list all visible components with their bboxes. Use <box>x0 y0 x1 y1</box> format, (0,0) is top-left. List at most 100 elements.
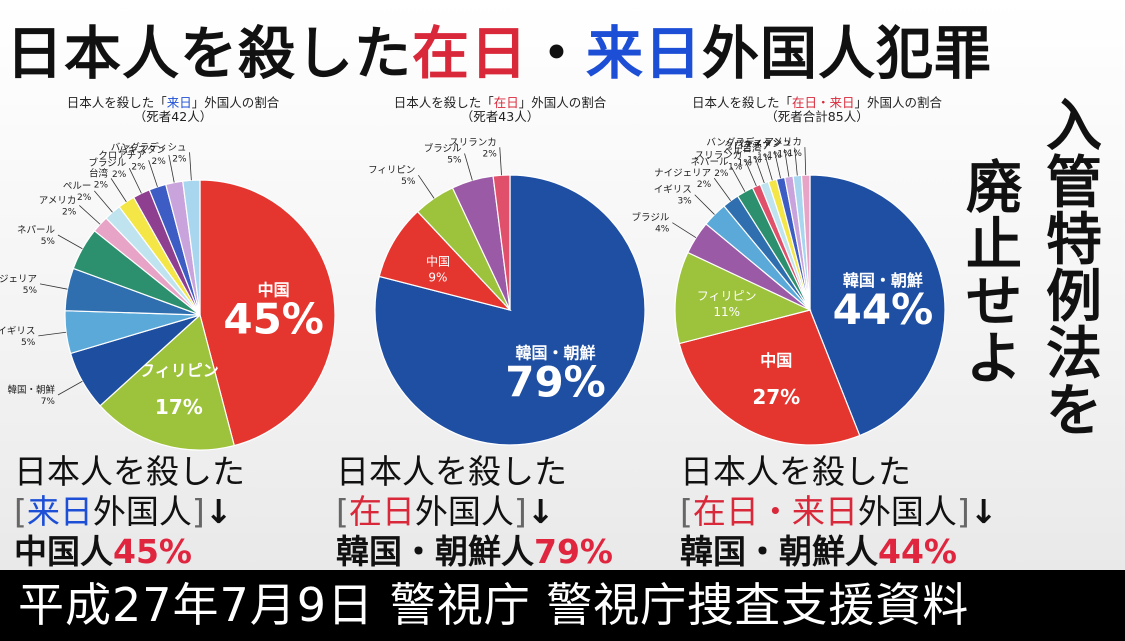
pie3-leader-line <box>784 148 790 177</box>
pie1-leader-line <box>79 205 101 225</box>
pie3-slice-value: 44% <box>833 285 934 334</box>
pie2-slice-label: スリランカ <box>449 137 497 148</box>
pie3-leader-line <box>804 147 807 176</box>
pie1-slice-value: 5% <box>23 286 38 296</box>
pie2-slice-label: フィリピン <box>368 165 415 176</box>
pie3-slice-value: 2% <box>697 180 712 190</box>
title-dot: ・ <box>528 21 586 87</box>
pie1-slice-label: イギリス <box>0 326 35 337</box>
pie1-slice-value: 45% <box>223 295 324 344</box>
pie3-slice-value: 3% <box>677 197 692 207</box>
caption-2: 日本人を殺した [在日外国人]↓ 韓国・朝鮮人79% <box>336 452 613 571</box>
pie3-leader-line <box>713 177 731 202</box>
caption-3: 日本人を殺した [在日・来日外国人]↓ 韓国・朝鮮人44% <box>680 452 998 571</box>
slogan-char: 特 <box>1046 208 1102 273</box>
slogan-char: せ <box>966 270 1022 335</box>
pie1-slice-label: ブラジル <box>88 157 126 169</box>
pie3-leader-line <box>744 160 757 187</box>
caption-1: 日本人を殺した [来日外国人]↓ 中国人45% <box>14 452 245 571</box>
pie1-slice-label: クロアチア <box>98 150 145 161</box>
pie3-slice-label: バングラディッシュ <box>706 137 791 149</box>
pie1-slice-value: 17% <box>155 395 203 419</box>
chart2-title: 日本人を殺した「在日」外国人の割合 （死者43人） <box>393 95 607 124</box>
slogan-char: 入 <box>1046 94 1102 159</box>
pie3-slice-0 <box>809 174 946 437</box>
pie3-slice-label: スリランカ <box>695 150 743 161</box>
pie3-slice-value: 1% <box>777 150 792 160</box>
pie1-slice-value: 2% <box>131 162 146 172</box>
slogan-char: 止 <box>966 213 1022 278</box>
chart2-subtitle: （死者43人） <box>460 109 540 124</box>
pie1-slice-value: 5% <box>21 338 36 348</box>
pie1-leader-line <box>110 178 127 203</box>
title-part1: 日本人を殺した <box>6 21 412 87</box>
pie1-leader-line <box>39 283 68 290</box>
pie3-slice-label: ネパール <box>690 157 729 168</box>
pie3-slice-value: 11% <box>713 305 740 319</box>
pie3-slice-label: クロアチア <box>724 141 771 152</box>
page-title: 日本人を殺した在日・来日外国人犯罪 <box>6 18 992 90</box>
pie3-slice-label: パキスタン <box>734 139 781 150</box>
pie1-leader-line <box>38 331 67 337</box>
pie3-slice-value: 1% <box>788 149 803 159</box>
pie1-slice-label: 韓国・朝鮮 <box>7 384 55 396</box>
slogan-char: を <box>1046 379 1102 444</box>
pie3-slice-value: 1% <box>747 155 762 165</box>
pie1-slice-value: 2% <box>62 207 77 217</box>
pie1-slice-value: 2% <box>94 180 109 190</box>
pie1-slice-label: ネパール <box>17 225 56 236</box>
pie1-slice-label: バングラディシュ <box>111 141 187 153</box>
pie3-leader-line <box>774 150 781 179</box>
pie3-slice-label: 台湾 <box>743 142 763 154</box>
pie3-leader-line <box>672 222 697 239</box>
pie1-leader-line <box>168 154 175 183</box>
pie1-slice-label: ペルー <box>63 181 92 192</box>
pie1-slice-label: フィリピン <box>139 361 219 380</box>
slogan-char: よ <box>966 327 1022 392</box>
pie2-slice-value: 2% <box>482 149 497 159</box>
pie1-leader-line <box>57 234 83 250</box>
pie3-leader-line <box>754 156 765 184</box>
pie1-leader-line <box>148 160 158 188</box>
pie3-slice-label: ペルー <box>723 147 752 158</box>
pie3-slice-label: ナイジェリア <box>654 168 711 179</box>
pie3-slice-2 <box>674 251 812 345</box>
pie3-leader-line <box>794 147 798 176</box>
pie3-leader-line <box>764 153 773 181</box>
pie3-slice-value: 27% <box>752 385 800 409</box>
pie1-slice-value: 2% <box>172 154 187 164</box>
pie3-slice-label: フィリピン <box>697 289 757 303</box>
pie3-leader-line <box>731 166 746 192</box>
pie3-slice-value: 1% <box>767 151 782 161</box>
vertical-slogan-left: 廃 止 せ よ <box>962 160 1026 388</box>
title-rainichi: 来日 <box>586 21 702 87</box>
pie2-slice-value: 5% <box>447 155 462 165</box>
pie1-slice-1 <box>99 313 235 451</box>
pie2-slice-label: ブラジル <box>424 142 462 154</box>
chart1-title: 日本人を殺した「来日」外国人の割合 （死者42人） <box>66 95 280 124</box>
pie1-leader-line <box>94 190 113 213</box>
pie3-slice-label: 韓国・朝鮮 <box>843 271 923 290</box>
pie2-slice-value: 79% <box>505 358 606 407</box>
pie3-slice-label: イギリス <box>654 185 692 196</box>
pie1-slice-value: 7% <box>41 397 56 407</box>
pie1-slice-label: パキスタン <box>119 145 166 156</box>
pie1-leader-line <box>57 380 83 396</box>
pie1-slice-label: 台湾 <box>89 167 109 179</box>
pie3-slice-label: アメリカ <box>764 137 802 148</box>
pie-charts: 中国45%フィリピン17%韓国・朝鮮7%イギリス5%ナイジェリア5%ネパール5%… <box>0 137 946 451</box>
pie3-slice-value: 1% <box>738 159 753 169</box>
title-part5: 外国人犯罪 <box>702 21 992 87</box>
chart3-subtitle: （死者合計85人） <box>765 109 869 124</box>
pie1-leader-line <box>189 152 192 181</box>
pie3-slice-value: 1% <box>757 153 772 163</box>
pie1-slice-label: アメリカ <box>39 195 77 206</box>
pie3-slice-value: 4% <box>655 225 670 235</box>
pie3-slice-label: 中国 <box>760 351 792 370</box>
vertical-slogan-right: 入 管 特 例 法 を <box>1042 98 1106 440</box>
pie2-slice-label: 中国 <box>426 253 450 268</box>
pie1-slice-value: 2% <box>77 193 92 203</box>
slogan-char: 法 <box>1046 322 1102 387</box>
pie3-slice-1 <box>678 309 861 446</box>
pie2-slice-value: 5% <box>401 177 416 187</box>
